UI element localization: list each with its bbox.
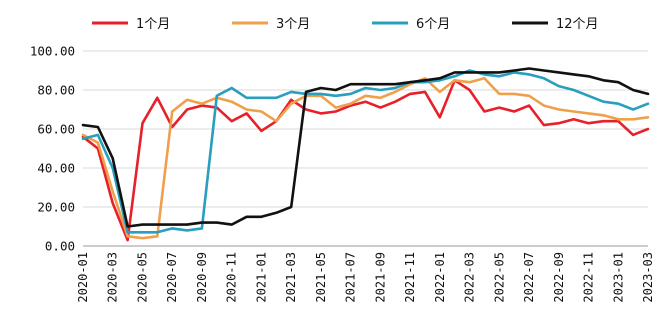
x-tick-label: 2023-01 [611, 252, 625, 303]
legend-label-3: 12个月 [556, 17, 599, 32]
x-tick-label: 2022-03 [463, 252, 477, 303]
x-axis-ticks: 2020-01 2020-03 2020-05 2020-07 2020-09 2020-… [76, 252, 654, 303]
x-tick-label: 2021-05 [314, 252, 328, 303]
x-tick-label: 2021-07 [344, 252, 358, 303]
x-tick-label: 2021-09 [373, 252, 387, 303]
y-tick-label: 40.00 [37, 161, 75, 176]
x-tick-label: 2020-09 [195, 252, 209, 303]
legend-label-0: 1个月 [136, 17, 170, 32]
legend-label-1: 3个月 [276, 17, 310, 32]
x-tick-label: 2023-03 [641, 252, 654, 303]
y-tick-label: 0.00 [45, 239, 75, 254]
series-lines [81, 67, 650, 242]
gridlines [83, 50, 648, 208]
x-tick-label: 2020-07 [165, 252, 179, 303]
series-line-0 [81, 79, 650, 242]
legend-label-2: 6个月 [416, 17, 450, 32]
series-line-3 [81, 67, 650, 228]
x-tick-label: 2022-07 [522, 252, 536, 303]
x-tick-label: 2020-11 [225, 252, 239, 303]
x-tick-label: 2020-05 [135, 252, 149, 303]
y-tick-label: 60.00 [37, 122, 75, 137]
series-line-1 [81, 77, 650, 240]
x-tick-label: 2022-09 [552, 252, 566, 303]
x-tick-label: 2021-11 [403, 252, 417, 303]
x-tick-label: 2022-05 [492, 252, 506, 303]
y-axis-ticks: 0.00 20.00 40.00 60.00 80.00 100.00 [30, 44, 75, 254]
x-tick-label: 2022-01 [433, 252, 447, 303]
y-tick-label: 80.00 [37, 83, 75, 98]
x-tick-label: 2022-11 [582, 252, 596, 303]
series-line-2 [81, 69, 650, 234]
legend: 1个月 3个月 6个月 12个月 [92, 17, 599, 32]
x-tick-label: 2021-03 [284, 252, 298, 303]
x-tick-label: 2020-03 [106, 252, 120, 303]
x-tick-label: 2020-01 [76, 252, 90, 303]
y-tick-label: 20.00 [37, 200, 75, 215]
x-tick-label: 2021-01 [254, 252, 268, 303]
y-tick-label: 100.00 [30, 44, 75, 59]
